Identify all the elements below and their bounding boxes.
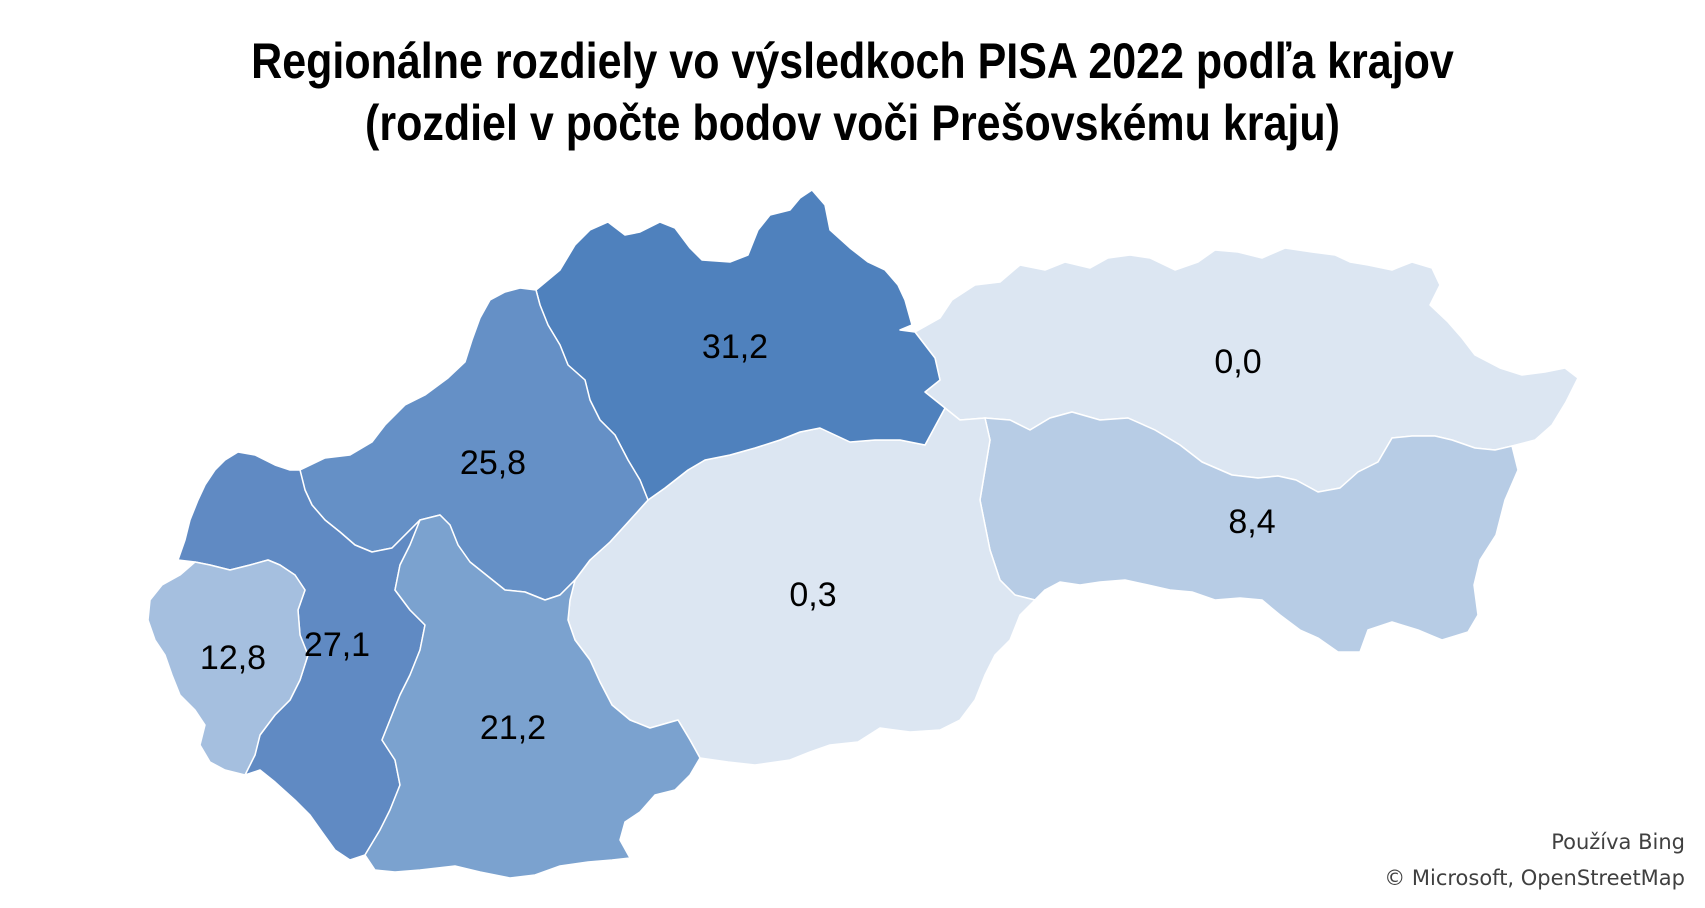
region-kosicky [979, 411, 1519, 653]
region-label-nitriansky: 21,2 [480, 709, 546, 747]
region-bratislavsky [147, 559, 309, 776]
attribution-line-2: © Microsoft, OpenStreetMap [1384, 866, 1685, 890]
title-line-2: (rozdiel v počte bodov voči Prešovskému … [365, 95, 1340, 151]
region-label-bratislavsky: 12,8 [200, 639, 266, 677]
map-title: Regionálne rozdiely vo výsledkoch PISA 2… [119, 30, 1585, 154]
region-label-kosicky: 8,4 [1228, 503, 1275, 541]
region-label-presovsky: 0,0 [1214, 343, 1261, 381]
region-label-trnavsky: 27,1 [304, 626, 370, 664]
region-label-zilinsky: 31,2 [702, 328, 768, 366]
title-line-1: Regionálne rozdiely vo výsledkoch PISA 2… [251, 33, 1454, 89]
region-label-banskobystricky: 0,3 [789, 576, 836, 614]
map-attribution: Používa Bing © Microsoft, OpenStreetMap [1384, 824, 1685, 896]
region-nitriansky [364, 514, 701, 879]
attribution-line-1: Používa Bing [1551, 830, 1685, 854]
region-label-trenciansky: 25,8 [460, 444, 526, 482]
